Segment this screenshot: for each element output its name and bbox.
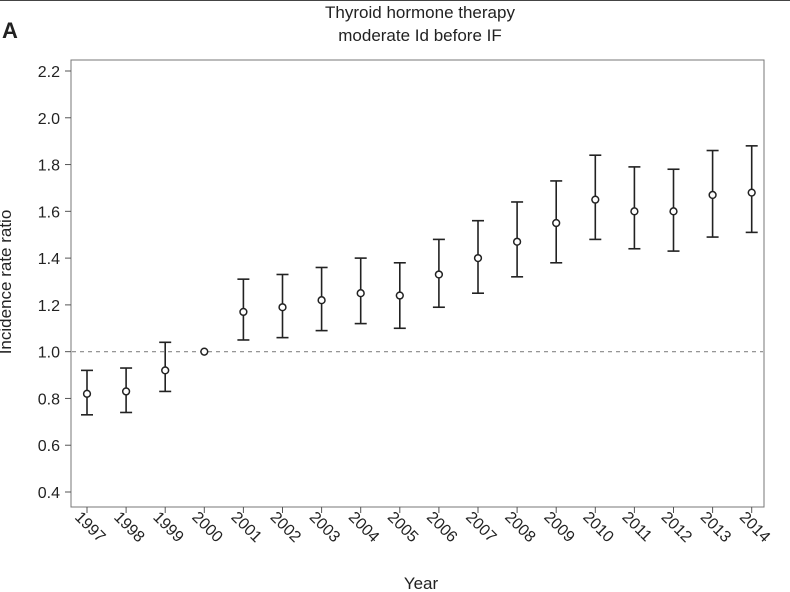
x-tick-label: 2007 bbox=[462, 509, 499, 546]
x-tick-label: 1997 bbox=[71, 509, 108, 546]
x-tick-label: 2001 bbox=[228, 509, 265, 546]
x-tick-label: 2008 bbox=[501, 509, 538, 546]
y-tick-label: 1.8 bbox=[38, 158, 60, 175]
data-point bbox=[395, 291, 404, 300]
y-tick-label: 1.2 bbox=[38, 298, 60, 315]
data-point bbox=[200, 347, 209, 356]
x-tick-label: 2006 bbox=[423, 509, 460, 546]
x-tick-label: 2009 bbox=[540, 509, 577, 546]
x-tick-label: 1998 bbox=[110, 509, 147, 546]
x-tick-label: 2014 bbox=[736, 509, 773, 546]
data-point bbox=[82, 389, 92, 398]
data-point bbox=[669, 207, 678, 216]
x-tick-label: 2005 bbox=[384, 509, 421, 546]
data-point bbox=[512, 237, 522, 246]
x-tick-label: 2013 bbox=[697, 509, 734, 546]
data-point bbox=[317, 296, 326, 305]
panel-label: A bbox=[2, 18, 18, 43]
data-point bbox=[278, 303, 287, 312]
y-tick-label: 0.6 bbox=[38, 438, 60, 455]
data-marks bbox=[81, 145, 758, 416]
x-axis: 1997 1998 1999 2000 2001 2002 2003 2004 2005 2006… bbox=[71, 507, 773, 546]
data-point bbox=[121, 387, 131, 396]
data-point bbox=[747, 188, 756, 197]
y-tick-label: 2.2 bbox=[38, 64, 60, 81]
x-tick-label: 2011 bbox=[619, 509, 655, 545]
y-tick-label: 1.0 bbox=[38, 345, 60, 362]
x-tick-label: 2002 bbox=[267, 509, 304, 546]
data-point bbox=[552, 218, 561, 228]
data-point bbox=[356, 289, 365, 298]
y-tick-label: 0.8 bbox=[38, 391, 60, 408]
x-tick-label: 2004 bbox=[345, 509, 382, 546]
data-point bbox=[473, 253, 483, 263]
y-tick-label: 2.0 bbox=[38, 111, 60, 128]
plot-frame bbox=[70, 59, 765, 508]
x-tick-label: 1999 bbox=[149, 509, 186, 546]
chart-title: Thyroid hormone therapy bbox=[325, 3, 515, 22]
data-point bbox=[434, 270, 444, 279]
x-tick-label: 2010 bbox=[579, 509, 616, 546]
y-tick-label: 1.6 bbox=[38, 204, 60, 221]
data-point bbox=[708, 190, 717, 200]
chart-subtitle: moderate Id before IF bbox=[338, 26, 501, 45]
x-tick-label: 2000 bbox=[188, 509, 225, 546]
y-axis: 0.4 0.6 0.8 1.0 1.2 1.4 1.6 1.8 2.0 2.2 bbox=[38, 64, 71, 502]
x-tick-label: 2003 bbox=[306, 509, 343, 546]
y-axis-label: Incidence rate ratio bbox=[0, 210, 15, 355]
x-axis-label: Year bbox=[404, 574, 439, 592]
y-tick-label: 1.4 bbox=[38, 251, 60, 268]
data-point bbox=[630, 207, 639, 216]
data-point bbox=[239, 307, 248, 317]
x-tick-label: 2012 bbox=[658, 509, 695, 546]
data-point bbox=[591, 195, 600, 204]
y-tick-label: 0.4 bbox=[38, 485, 60, 502]
data-point bbox=[161, 366, 170, 375]
